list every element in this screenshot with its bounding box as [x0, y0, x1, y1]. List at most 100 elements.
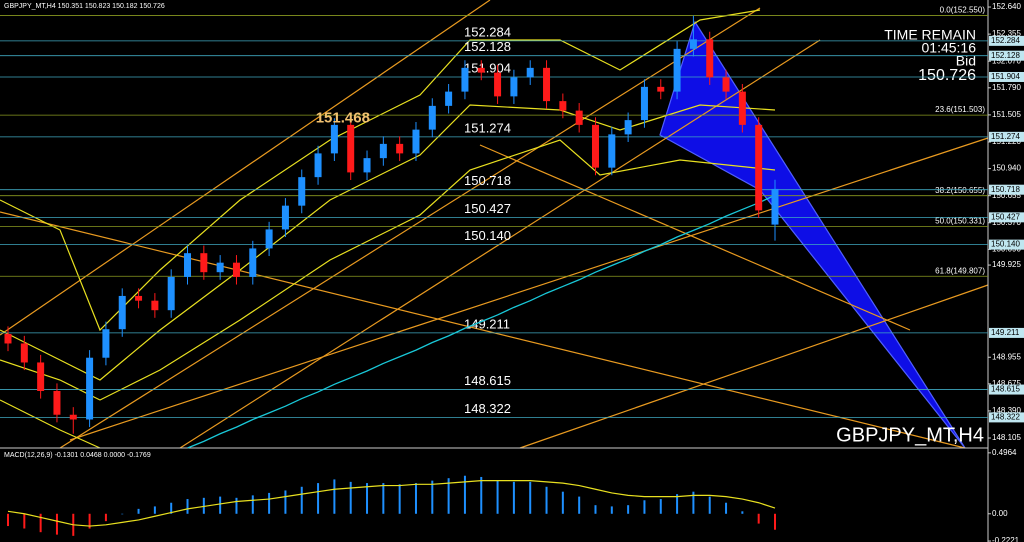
- candle-body: [265, 229, 273, 249]
- chart-header: GBPJPY_MT,H4 150.351 150.823 150.182 150…: [4, 3, 165, 10]
- macd-bar: [235, 497, 238, 514]
- level-label: 151.274: [464, 120, 511, 135]
- candle-body: [608, 134, 616, 168]
- macd-bar: [414, 483, 417, 514]
- y-tick-label: 148.955: [992, 352, 1021, 361]
- candle-body: [412, 129, 420, 154]
- macd-bar: [349, 481, 352, 514]
- macd-bar: [186, 499, 189, 514]
- level-axis-label: 150.427: [991, 212, 1020, 221]
- macd-bar: [594, 505, 597, 514]
- macd-bar: [55, 513, 58, 535]
- macd-bar: [480, 476, 483, 514]
- level-box: [989, 131, 1024, 142]
- macd-bar: [153, 506, 156, 514]
- macd-bar: [561, 491, 564, 514]
- candle-body: [347, 124, 355, 173]
- macd-bar: [463, 475, 466, 514]
- macd-bar: [529, 481, 532, 514]
- macd-bar: [317, 483, 320, 514]
- y-tick-label: 148.390: [992, 406, 1021, 415]
- y-tick-label: 151.505: [992, 110, 1021, 119]
- macd-bar: [578, 496, 581, 514]
- candle-body: [510, 77, 518, 97]
- time-remain: 01:45:16: [922, 40, 977, 56]
- fib-label: 61.8(149.807): [935, 266, 985, 275]
- level-box: [989, 35, 1024, 46]
- level-label: 149.211: [464, 316, 510, 331]
- macd-bar: [627, 505, 630, 514]
- candle-body: [689, 39, 697, 49]
- fib-label: 23.6(151.503): [935, 105, 985, 114]
- macd-bar: [137, 508, 140, 514]
- y-tick-label: 0.00: [992, 509, 1008, 518]
- level-axis-label: 151.904: [991, 72, 1020, 81]
- candle-body: [755, 124, 763, 211]
- macd-bar: [725, 502, 728, 514]
- bid: 150.726: [918, 67, 976, 84]
- macd-header: MACD(12,26,9) -0.1301 0.0468 0.0000 -0.1…: [4, 452, 151, 459]
- level-label: 152.284: [464, 24, 511, 39]
- macd-bar: [676, 494, 679, 514]
- peak-label: 151.468: [316, 109, 370, 126]
- macd-bar: [366, 483, 369, 514]
- macd-bar: [757, 513, 760, 524]
- macd-bar: [382, 483, 385, 514]
- macd-bar: [88, 513, 91, 529]
- channel-line: [0, 211, 966, 449]
- time-remain-label: TIME REMAIN: [884, 27, 976, 43]
- y-tick-label: 148.675: [992, 379, 1021, 388]
- macd-bar: [741, 511, 744, 514]
- candle-body: [20, 343, 28, 363]
- candle-body: [216, 262, 224, 273]
- macd-bar: [398, 484, 401, 514]
- macd-bar: [496, 480, 499, 514]
- candle-body: [494, 72, 502, 97]
- macd-bar: [545, 486, 548, 514]
- candle-body: [298, 177, 306, 206]
- moving-average: [187, 194, 776, 449]
- level-axis-label: 150.140: [991, 240, 1020, 249]
- y-tick-label: 150.370: [992, 218, 1021, 227]
- level-label: 151.904: [464, 60, 511, 75]
- candle-body: [706, 39, 714, 78]
- candle-body: [771, 188, 779, 225]
- candle-body: [86, 357, 94, 420]
- level-axis-label: 152.284: [991, 36, 1020, 45]
- y-tick-label: -0.2221: [992, 536, 1020, 542]
- watermark: GBPJPY_MT,H4: [836, 424, 984, 446]
- band-line: [0, 399, 101, 449]
- candle-body: [200, 253, 208, 273]
- macd-bar: [692, 491, 695, 514]
- candle-body: [526, 67, 534, 78]
- macd-bar: [300, 486, 303, 514]
- macd-bar: [431, 480, 434, 514]
- level-axis-label: 148.615: [991, 385, 1020, 394]
- macd-bar: [219, 496, 222, 514]
- candle-body: [314, 153, 322, 178]
- signal-line: [7, 480, 776, 527]
- level-axis-label: 149.211: [991, 328, 1020, 337]
- y-tick-label: 152.070: [992, 56, 1021, 65]
- macd-bar: [774, 513, 776, 530]
- candle-body: [673, 48, 681, 92]
- level-box: [989, 327, 1024, 338]
- macd-bar: [170, 502, 173, 514]
- candle-body: [624, 120, 632, 135]
- macd-bar: [659, 499, 662, 514]
- channel-line: [479, 144, 911, 331]
- candle-body: [102, 329, 110, 358]
- fib-label: 38.2(150.655): [935, 186, 985, 195]
- y-tick-label: 152.640: [992, 2, 1021, 11]
- level-label: 148.615: [464, 373, 511, 388]
- candle-body: [379, 143, 387, 159]
- fib-label: 0.0(152.550): [940, 6, 986, 15]
- candle-body: [53, 390, 61, 415]
- candle-body: [428, 105, 436, 130]
- candle-body: [281, 205, 289, 230]
- candle-body: [135, 295, 143, 301]
- candle-body: [184, 253, 192, 277]
- macd-bar: [39, 513, 42, 533]
